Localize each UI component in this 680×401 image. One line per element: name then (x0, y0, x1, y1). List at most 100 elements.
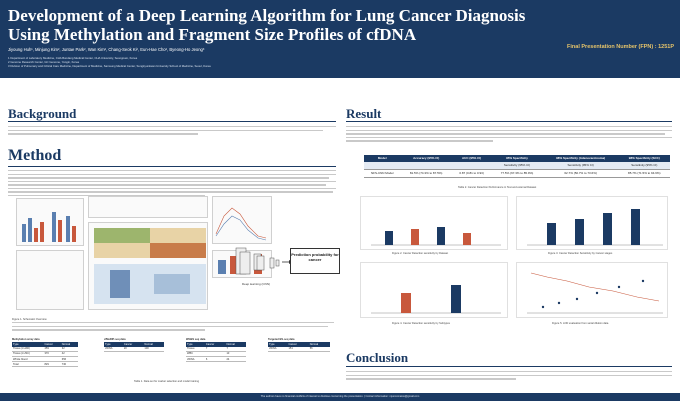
table-row: WBC 13 (186, 351, 246, 357)
col-header: Normal (60, 342, 78, 347)
col-header: 98% Specificity (Adenocarcinoma) (542, 155, 619, 162)
method-text (8, 170, 336, 199)
table-row: cfDNA 20 100 (104, 346, 164, 352)
sub-header (364, 161, 401, 170)
cell: Total (12, 361, 44, 368)
conclusion-rule (346, 366, 672, 367)
col-header: Cancer (43, 342, 61, 347)
figure2-bars (385, 227, 471, 245)
figure5-points (541, 279, 645, 309)
cell: 829 (43, 361, 61, 368)
figure5-caption: Figure 5. LOD evaluation from serial dil… (552, 322, 609, 325)
cnn-label: Deep learning (CNN) (242, 282, 271, 286)
table-row: Tissue (LUSC) 370 42 (12, 351, 78, 357)
cell: 24 (225, 356, 246, 363)
cell: 77.5% (67.3% to 85.9%) (491, 169, 543, 179)
col-header: 95% Specificity (491, 155, 543, 162)
figure2-svg (371, 227, 501, 246)
panel-d-heatmap (94, 228, 206, 304)
figure2-caption: Figure 2. Cancer Detection sensitivity b… (392, 252, 449, 255)
table-row: Tissue 7 7 (186, 346, 246, 352)
col-header: Type (104, 342, 123, 347)
table-row: Total 829 730 (12, 361, 78, 368)
cell: 7 (225, 346, 246, 352)
col-header: Type (12, 342, 44, 347)
cell: 85.7% (71.5% to 94.6%) (618, 169, 670, 179)
cell (43, 356, 61, 363)
table-row: Tissue (LUAD) 459 32 (12, 346, 78, 352)
figure3-svg (527, 209, 663, 246)
figure1-panel-c (16, 250, 84, 310)
col-header: Cancer (204, 342, 226, 347)
cell: 370 (43, 351, 61, 357)
cell (204, 351, 226, 357)
table-row: cfDNA 151 56 (268, 346, 330, 352)
cell: Whole blood (12, 356, 44, 363)
result-table: Model Accuracy (95% CI) AUC (95% CI) 95%… (364, 155, 670, 179)
figure5-threshold-line (530, 272, 660, 302)
cell: NFS-CNN Model (364, 169, 401, 179)
col-header: Type (268, 342, 288, 347)
table-methylation-array: Methylation array data Type Cancer Normal … (12, 338, 78, 368)
background-heading: Background (8, 106, 77, 121)
figure4-caption: Figure 4. Cancer Detection sensitivity b… (392, 322, 450, 325)
conclusion-text (346, 371, 672, 382)
panel-e-lines (215, 207, 267, 241)
figure3-chart (516, 196, 668, 250)
affiliation-1: 1 Department of Laboratory Medicine, CHA… (8, 56, 138, 60)
poster-title-line2: Using Methylation and Fragment Size Prof… (8, 25, 417, 44)
affiliation-3: 3 Division of Pulmonary and Critical Car… (8, 64, 211, 68)
table-row: Whole blood 656 (12, 356, 78, 363)
figure5-svg (527, 272, 663, 314)
cell: Tissue (LUAD) (12, 346, 44, 352)
cell: 56 (308, 346, 330, 352)
prediction-box: Prediction probability for cancer (290, 248, 340, 274)
col-header: Accuracy (95% CI) (400, 155, 452, 162)
table-title: Methylation array data (12, 338, 40, 341)
cell: 32 (60, 346, 78, 352)
table-targeted-bs: Targeted BS-seq data Type Cancer Normal cf… (268, 338, 330, 352)
figure3-caption: Figure 3. Cancer Detection Sensitivity b… (548, 252, 613, 255)
cell: WBC (186, 351, 205, 357)
cell: 42 (60, 351, 78, 357)
figure4-bars (401, 285, 461, 313)
table-cfmedip: cfMeDIP-seq data Type Cancer Normal cfDNA 2… (104, 338, 164, 352)
background-text (8, 126, 336, 137)
cell: 20 (122, 346, 144, 352)
cell: 459 (43, 346, 61, 352)
figure5-chart (516, 262, 668, 318)
cell: 0.87 (0.81 to 0.93) (451, 169, 492, 179)
cell: 100 (143, 346, 164, 352)
table-row: cfDNA 6 24 (186, 356, 246, 363)
figure4-svg (371, 285, 501, 314)
result-rule (346, 121, 672, 122)
cell: 81.5% (74.3% to 87.5%) (400, 169, 452, 179)
sub-header: Sensitivity (95% CI) (542, 161, 619, 170)
table-wgbs: WGBS seq data Type Cancer Normal Tissue 7 7 … (186, 338, 246, 363)
figure2-chart (360, 196, 508, 250)
cell: Tissue (186, 346, 205, 352)
col-header: Normal (225, 342, 246, 347)
affiliation-2: 2 Genome Research Center, GC Genome, Yon… (8, 60, 80, 64)
sub-header (400, 161, 452, 170)
col-header: Normal (308, 342, 330, 347)
col-header: Model (364, 155, 401, 162)
result-text (346, 126, 672, 144)
col-header: 98% Specificity (SCC) (618, 155, 670, 162)
method-figure-graphics (22, 207, 293, 304)
figure1-caption: Figure 1. Schematic Overview (12, 318, 47, 321)
cell: Tissue (LUSC) (12, 351, 44, 357)
cell: 7 (204, 346, 226, 352)
author-list: Jiyoung Huh¹, Minjung Kim², Juntae Park²… (8, 47, 205, 52)
poster-title-line1: Development of a Deep Learning Algorithm… (8, 6, 526, 25)
sub-header: Sensitivity (95% CI) (491, 161, 543, 170)
cell: cfDNA (104, 346, 123, 352)
col-header: Cancer (122, 342, 144, 347)
sub-header: Sensitivity (95% CI) (618, 161, 670, 170)
col-header: Type (186, 342, 205, 347)
figure1-panel-e (212, 196, 272, 244)
method-heading: Method (8, 147, 62, 164)
col-header: Cancer (287, 342, 309, 347)
method-rule (8, 166, 336, 167)
affiliation-list: 1 Department of Laboratory Medicine, CHA… (8, 56, 211, 68)
